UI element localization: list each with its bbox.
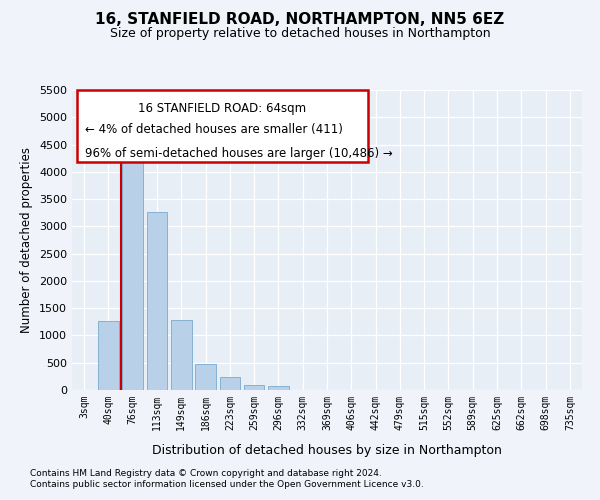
Bar [244,384,265,390]
Bar [268,386,289,390]
Bar [195,364,216,390]
Bar [122,154,143,390]
Bar [171,320,191,390]
Text: 16, STANFIELD ROAD, NORTHAMPTON, NN5 6EZ: 16, STANFIELD ROAD, NORTHAMPTON, NN5 6EZ [95,12,505,28]
Text: Size of property relative to detached houses in Northampton: Size of property relative to detached ho… [110,28,490,40]
Text: ← 4% of detached houses are smaller (411): ← 4% of detached houses are smaller (411… [85,123,343,136]
Text: Contains public sector information licensed under the Open Government Licence v3: Contains public sector information licen… [30,480,424,489]
Text: 16 STANFIELD ROAD: 64sqm: 16 STANFIELD ROAD: 64sqm [139,102,307,115]
Text: 96% of semi-detached houses are larger (10,486) →: 96% of semi-detached houses are larger (… [85,147,392,160]
Bar [146,212,167,390]
Y-axis label: Number of detached properties: Number of detached properties [20,147,34,333]
Text: Contains HM Land Registry data © Crown copyright and database right 2024.: Contains HM Land Registry data © Crown c… [30,468,382,477]
FancyBboxPatch shape [77,90,368,162]
Bar [98,320,119,390]
Bar [220,377,240,390]
X-axis label: Distribution of detached houses by size in Northampton: Distribution of detached houses by size … [152,444,502,457]
